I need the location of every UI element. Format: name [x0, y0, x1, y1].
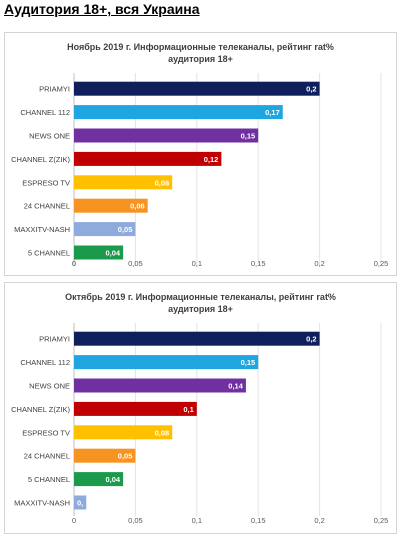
page-heading: Аудитория 18+, вся Украина [4, 1, 200, 17]
bar-chart-november: PRIAMYI 0,2 CHANNEL 112 0,17 NEWS ONE 0,15 CHA… [11, 73, 389, 268]
category-label: CHANNEL Z(ZIK) [11, 155, 70, 164]
category-label: PRIAMYI [39, 335, 70, 344]
tick-label: 0,05 [128, 516, 143, 525]
tick-label: 0,25 [374, 259, 389, 268]
tick-label: 0,05 [128, 259, 143, 268]
bar [74, 448, 136, 463]
chart-title: Ноябрь 2019 г. Информационные телеканалы… [5, 41, 396, 65]
bar [74, 105, 283, 120]
value-label: 0,15 [241, 132, 256, 141]
category-label: ESPRESO TV [22, 428, 70, 437]
category-label: 24 CHANNEL [24, 452, 70, 461]
bar [74, 128, 259, 143]
tick-label: 0,1 [192, 516, 202, 525]
value-label: 0,14 [228, 382, 243, 391]
value-label: 0,04 [106, 475, 121, 484]
category-label: NEWS ONE [29, 132, 70, 141]
tick-label: 0 [72, 516, 76, 525]
tick-label: 0,15 [251, 516, 266, 525]
bar [74, 222, 136, 237]
value-label: 0,05 [118, 225, 133, 234]
chart-title-line1: Октябрь 2019 г. Информационные телеканал… [65, 292, 336, 302]
category-label: 5 CHANNEL [28, 249, 70, 258]
tick-label: 0,2 [314, 516, 324, 525]
tick-label: 0 [72, 259, 76, 268]
bar [74, 245, 124, 260]
chart-panel-november: Ноябрь 2019 г. Информационные телеканалы… [4, 32, 397, 276]
value-label: 0,05 [118, 452, 133, 461]
tick-label: 0,1 [192, 259, 202, 268]
category-label: MAXXITV-NASH [14, 225, 70, 234]
value-label: 0, [77, 499, 83, 508]
value-label: 0,08 [155, 178, 170, 187]
value-label: 0,12 [204, 155, 219, 164]
bar [74, 425, 173, 440]
value-label: 0,08 [155, 428, 170, 437]
category-label: CHANNEL 112 [20, 358, 70, 367]
category-label: CHANNEL Z(ZIK) [11, 405, 70, 414]
chart-panel-october: Октябрь 2019 г. Информационные телеканал… [4, 282, 397, 534]
category-label: PRIAMYI [39, 85, 70, 94]
value-label: 0,1 [183, 405, 193, 414]
bar [74, 355, 259, 370]
tick-label: 0,15 [251, 259, 266, 268]
chart-title-line2: аудитория 18+ [168, 304, 233, 314]
category-label: ESPRESO TV [22, 178, 70, 187]
value-label: 0,2 [306, 335, 316, 344]
value-label: 0,04 [106, 249, 121, 258]
category-label: MAXXITV-NASH [14, 499, 70, 508]
value-label: 0,17 [265, 108, 280, 117]
bar [74, 472, 124, 487]
bar [74, 401, 197, 416]
bar [74, 378, 246, 393]
chart-title-line2: аудитория 18+ [168, 54, 233, 64]
bar [74, 495, 87, 510]
category-label: 5 CHANNEL [28, 475, 70, 484]
bar [74, 198, 148, 213]
value-label: 0,15 [241, 358, 256, 367]
category-label: CHANNEL 112 [20, 108, 70, 117]
tick-label: 0,2 [314, 259, 324, 268]
category-label: NEWS ONE [29, 382, 70, 391]
value-label: 0,2 [306, 85, 316, 94]
bar-chart-october: PRIAMYI 0,2 CHANNEL 112 0,15 NEWS ONE 0,14 CHA… [11, 323, 389, 525]
bar [74, 175, 173, 190]
category-label: 24 CHANNEL [24, 202, 70, 211]
value-label: 0,06 [130, 202, 145, 211]
bar [74, 331, 320, 346]
bar [74, 151, 222, 166]
chart-title-line1: Ноябрь 2019 г. Информационные телеканалы… [67, 42, 334, 52]
chart-title: Октябрь 2019 г. Информационные телеканал… [5, 291, 396, 315]
tick-label: 0,25 [374, 516, 389, 525]
bar [74, 81, 320, 96]
